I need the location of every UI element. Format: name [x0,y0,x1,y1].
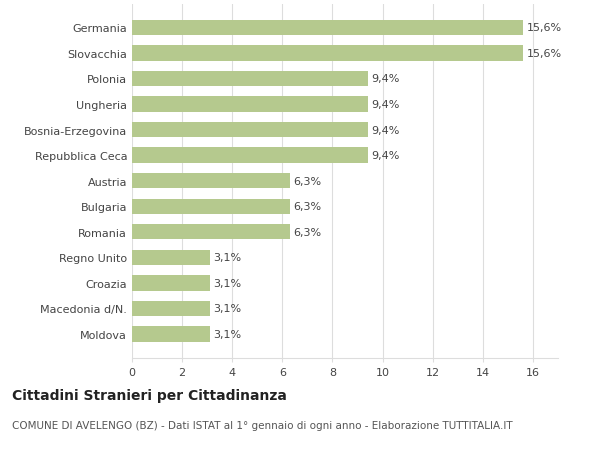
Text: 9,4%: 9,4% [371,100,400,110]
Bar [132,72,368,87]
Bar [132,327,209,342]
Text: 3,1%: 3,1% [214,278,242,288]
Text: COMUNE DI AVELENGO (BZ) - Dati ISTAT al 1° gennaio di ogni anno - Elaborazione T: COMUNE DI AVELENGO (BZ) - Dati ISTAT al … [12,420,512,430]
Bar [132,174,290,189]
Bar [132,224,290,240]
Bar [132,250,209,265]
Bar [132,97,368,112]
Text: 6,3%: 6,3% [293,176,322,186]
Bar [132,148,368,163]
Text: 9,4%: 9,4% [371,74,400,84]
Text: 15,6%: 15,6% [527,49,562,59]
Text: Cittadini Stranieri per Cittadinanza: Cittadini Stranieri per Cittadinanza [12,388,287,402]
Text: 3,1%: 3,1% [214,329,242,339]
Text: 6,3%: 6,3% [293,202,322,212]
Text: 9,4%: 9,4% [371,125,400,135]
Bar [132,199,290,214]
Bar [132,301,209,316]
Text: 9,4%: 9,4% [371,151,400,161]
Bar [132,46,523,62]
Bar [132,276,209,291]
Text: 3,1%: 3,1% [214,304,242,314]
Bar [132,123,368,138]
Text: 15,6%: 15,6% [527,23,562,34]
Bar [132,21,523,36]
Text: 3,1%: 3,1% [214,253,242,263]
Text: 6,3%: 6,3% [293,227,322,237]
